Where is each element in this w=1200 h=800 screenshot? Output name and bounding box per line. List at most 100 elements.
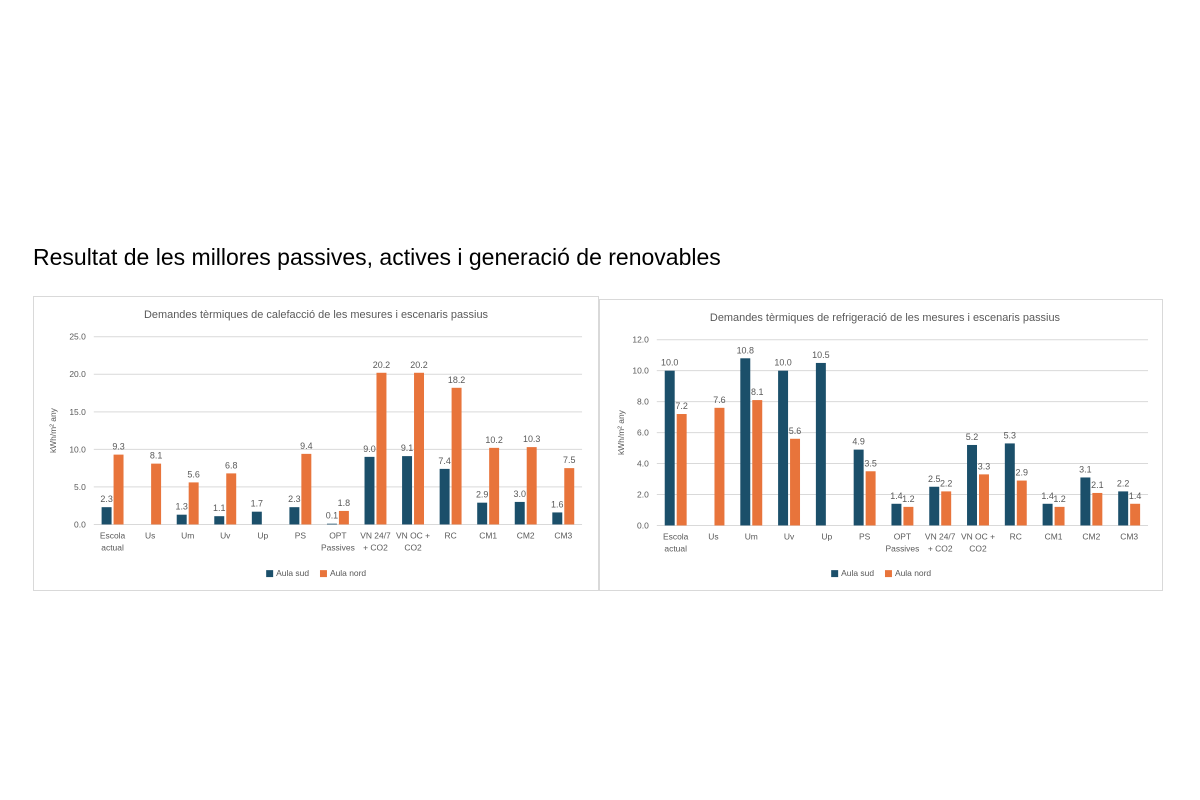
data-label: 8.1	[150, 451, 162, 461]
x-tick-label: RC	[1010, 531, 1022, 541]
bar-aula-sud	[1118, 491, 1129, 526]
bar-aula-sud	[364, 456, 375, 525]
x-tick-label: CM3	[1120, 531, 1138, 541]
data-label: 2.9	[476, 490, 488, 500]
legend-swatch	[319, 570, 327, 578]
data-label: 1.4	[1041, 491, 1053, 501]
bar-aula-sud	[740, 358, 751, 526]
x-tick-label: OPT	[329, 530, 346, 540]
data-label: 10.5	[812, 350, 829, 360]
heating-demand-chart-svg: Demandes tèrmiques de calefacció de les …	[48, 309, 583, 578]
data-label: 2.1	[1091, 480, 1103, 490]
data-label: 2.3	[288, 494, 300, 504]
x-tick-label: Us	[145, 530, 155, 540]
x-tick-label: actual	[664, 543, 687, 553]
bar-aula-sud	[251, 511, 262, 525]
x-tick-label: CO2	[969, 543, 987, 553]
bar-aula-nord	[941, 491, 952, 526]
data-label: 5.3	[1004, 430, 1016, 440]
x-tick-label: VN OC +	[396, 530, 430, 540]
data-label: 7.2	[675, 401, 687, 411]
data-label: 3.5	[864, 458, 876, 468]
bar-aula-nord	[1016, 480, 1027, 526]
data-label: 20.2	[410, 360, 427, 370]
data-label: 1.6	[551, 499, 563, 509]
bar-aula-nord	[226, 473, 237, 525]
bar-aula-sud	[1004, 443, 1015, 526]
y-tick-label: 0.0	[637, 520, 649, 530]
data-label: 3.0	[514, 489, 526, 499]
data-label: 10.0	[661, 358, 678, 368]
bar-aula-sud	[176, 514, 187, 525]
data-label: 9.3	[112, 442, 124, 452]
data-label: 5.2	[966, 432, 978, 442]
bar-aula-nord	[338, 510, 349, 525]
data-label: 20.2	[373, 360, 390, 370]
x-tick-label: CM3	[554, 530, 572, 540]
bar-aula-nord	[414, 372, 425, 525]
data-label: 3.1	[1079, 465, 1091, 475]
data-label: 9.0	[363, 444, 375, 454]
data-label: 10.3	[523, 434, 540, 444]
bar-aula-sud	[326, 523, 337, 525]
bar-aula-sud	[891, 503, 902, 526]
x-tick-label: CM1	[1045, 531, 1063, 541]
x-tick-label: VN OC +	[961, 531, 995, 541]
bar-aula-nord	[113, 454, 124, 525]
bar-aula-sud	[664, 370, 675, 526]
data-label: 10.2	[485, 435, 502, 445]
data-label: 10.8	[737, 345, 754, 355]
data-label: 2.3	[100, 494, 112, 504]
data-label: 1.2	[902, 494, 914, 504]
data-label: 1.7	[251, 499, 263, 509]
y-tick-label: 2.0	[637, 489, 649, 499]
bar-aula-nord	[790, 438, 801, 526]
x-tick-label: Escola	[100, 530, 126, 540]
data-label: 5.6	[789, 426, 801, 436]
bar-aula-nord	[564, 468, 575, 525]
y-tick-label: 20.0	[69, 369, 86, 379]
x-tick-label: Passives	[886, 543, 920, 553]
data-label: 18.2	[448, 375, 465, 385]
data-label: 7.5	[563, 455, 575, 465]
data-label: 7.4	[438, 456, 450, 466]
bar-aula-sud	[853, 449, 864, 526]
bar-aula-nord	[752, 400, 763, 526]
x-tick-label: Up	[821, 531, 832, 541]
bar-aula-nord	[451, 387, 462, 525]
bar-aula-sud	[1042, 503, 1053, 526]
data-label: 1.8	[338, 498, 350, 508]
x-tick-label: CM2	[1082, 531, 1100, 541]
bar-aula-sud	[929, 486, 940, 526]
bar-aula-sud	[439, 468, 450, 525]
x-tick-label: + CO2	[363, 542, 388, 552]
x-tick-label: Um	[745, 531, 758, 541]
bar-aula-nord	[676, 414, 687, 526]
chart-title: Demandes tèrmiques de calefacció de les …	[144, 309, 489, 321]
legend-label: Aula nord	[895, 568, 931, 578]
bar-aula-nord	[903, 506, 914, 526]
legend-swatch	[831, 570, 839, 578]
data-label: 2.5	[928, 474, 940, 484]
data-label: 2.2	[940, 478, 952, 488]
x-tick-label: Uv	[220, 530, 231, 540]
y-tick-label: 10.0	[632, 366, 649, 376]
x-tick-label: actual	[101, 542, 124, 552]
x-tick-label: OPT	[894, 531, 911, 541]
y-axis-label: kWh/m² any	[616, 409, 626, 455]
data-label: 9.4	[300, 441, 312, 451]
y-tick-label: 5.0	[74, 482, 86, 492]
data-label: 9.1	[401, 443, 413, 453]
x-tick-label: PS	[859, 531, 871, 541]
legend-label: Aula sud	[276, 568, 309, 578]
y-tick-label: 0.0	[74, 519, 86, 529]
cooling-demand-chart: Demandes tèrmiques de refrigeració de le…	[599, 299, 1163, 591]
page-title: Resultat de les millores passives, activ…	[33, 244, 721, 270]
data-label: 6.8	[225, 460, 237, 470]
y-tick-label: 15.0	[69, 407, 86, 417]
x-tick-label: + CO2	[928, 543, 953, 553]
data-label: 1.1	[213, 503, 225, 513]
bar-aula-nord	[1092, 492, 1103, 526]
bar-aula-nord	[489, 447, 500, 525]
x-tick-label: RC	[444, 530, 456, 540]
